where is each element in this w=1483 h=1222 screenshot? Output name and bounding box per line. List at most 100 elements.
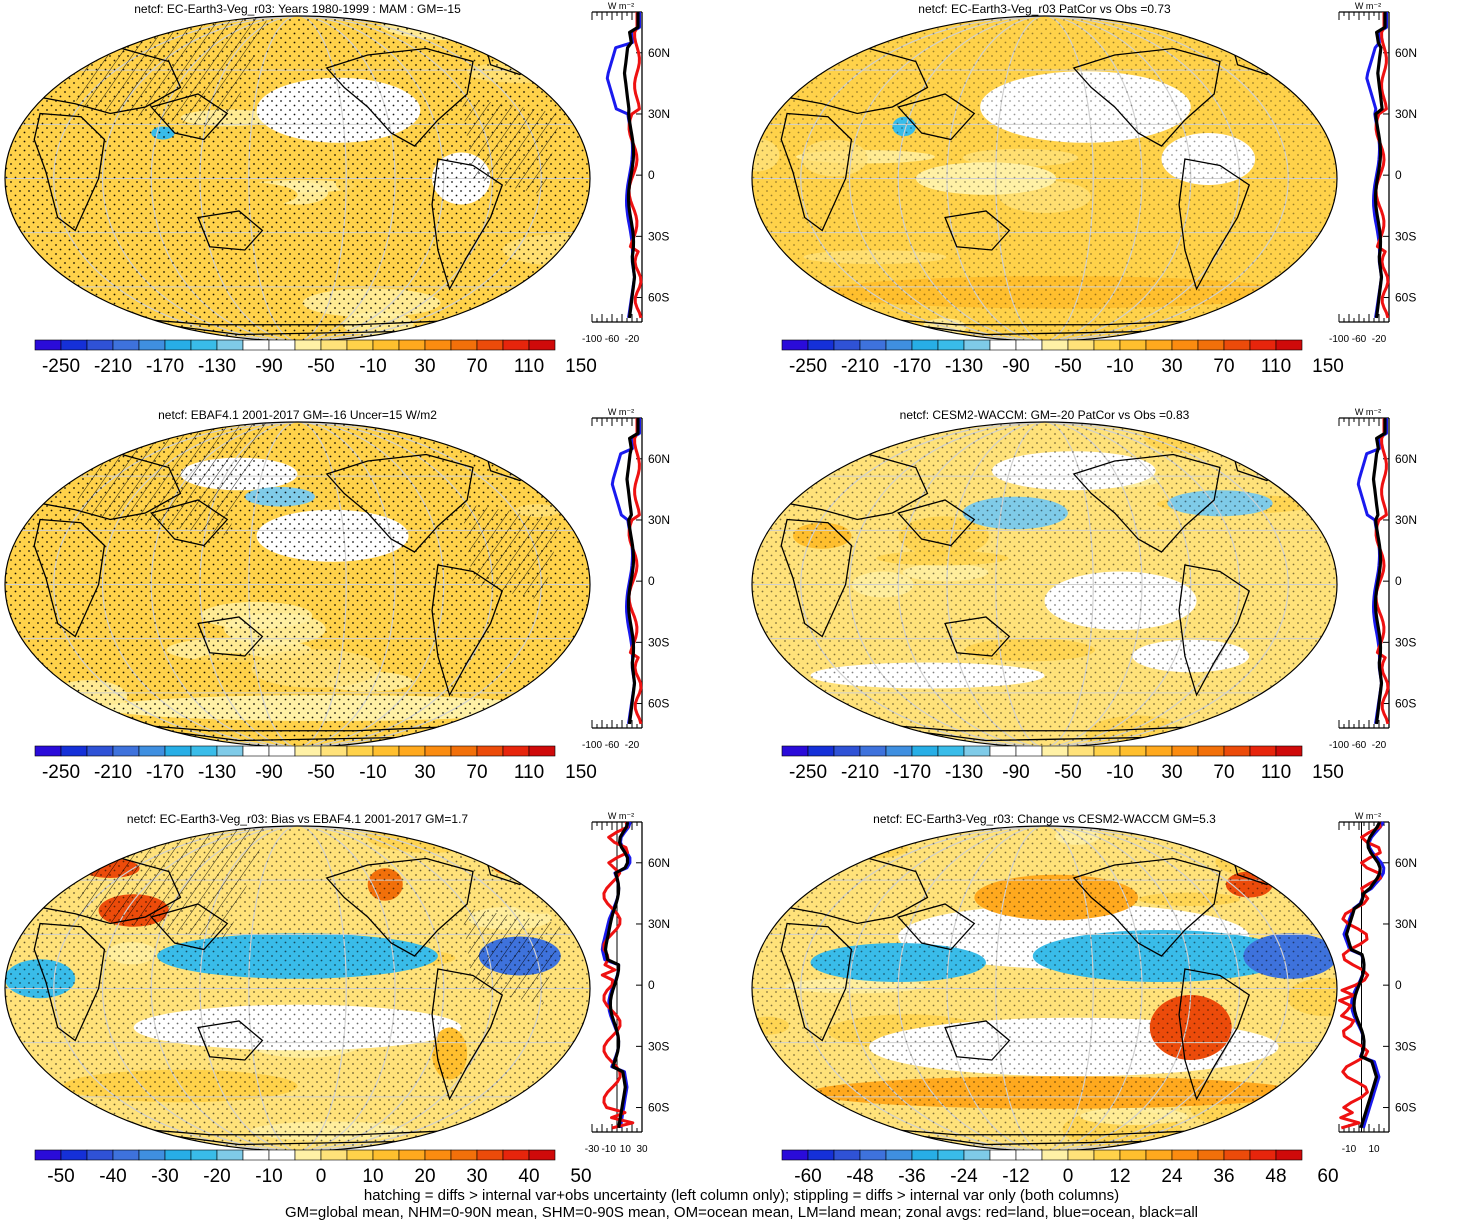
profile-all-curve: [1344, 821, 1382, 1129]
map-field: [752, 422, 1337, 747]
colorbar-tick-label: 30: [1161, 762, 1182, 783]
profile-unit-label: W m⁻²: [608, 407, 634, 417]
coastline: [944, 210, 1011, 251]
colorbar-swatch: [1119, 339, 1147, 351]
colorbar-swatch: [528, 1149, 556, 1161]
map-hatching: [461, 97, 561, 195]
profile-land-curve: [600, 821, 635, 1130]
colorbar-swatch: [937, 1149, 965, 1161]
profile-lat-label: 30S: [648, 1039, 669, 1053]
colorbar-tick-label: -250: [42, 356, 80, 377]
colorbar-swatch: [34, 339, 62, 351]
map-field-patch: [1295, 471, 1337, 501]
profile-lat-label: 30S: [648, 229, 669, 243]
colorbar-swatch: [1145, 745, 1173, 757]
coastline: [197, 210, 264, 251]
colorbar-swatch: [34, 1149, 62, 1161]
profile-x-tick-label: -100: [1329, 740, 1349, 751]
map-field-patch: [9, 839, 50, 852]
profile-x-tick-label: -60: [1352, 740, 1367, 751]
colorbar-swatch: [885, 745, 913, 757]
colorbar-tick-label: -170: [146, 356, 184, 377]
colorbar-swatch: [859, 1149, 887, 1161]
colorbar: -250 -210 -170 -130 -90 -50 -10 30 70 110 150: [34, 745, 597, 783]
colorbar-swatch: [242, 745, 270, 757]
colorbar-swatch: [1041, 1149, 1069, 1161]
colorbar-swatch: [372, 1149, 400, 1161]
colorbar-swatch: [112, 745, 140, 757]
colorbar-swatch: [242, 1149, 270, 1161]
colorbar-swatch: [1015, 745, 1043, 757]
profile-lat-label: 60N: [1395, 46, 1417, 60]
colorbar-tick-label: -10: [1106, 762, 1133, 783]
coastline: [33, 112, 106, 232]
colorbar-swatch: [1275, 745, 1303, 757]
colorbar-swatch: [885, 1149, 913, 1161]
panel-title: netcf: EC-Earth3-Veg_r03: Years 1980-199…: [134, 2, 461, 16]
colorbar-swatch: [1145, 1149, 1173, 1161]
colorbar-tick-label: -210: [94, 356, 132, 377]
profile-lat-label: 30S: [1395, 229, 1416, 243]
map-panel-5: netcf: EC-Earth3-Veg_r03: Bias vs EBAF4.…: [4, 812, 592, 1187]
colorbar-swatch: [112, 339, 140, 351]
colorbar-swatch: [937, 339, 965, 351]
colorbar-tick-label: -48: [846, 1166, 873, 1187]
colorbar-swatch: [346, 339, 374, 351]
colorbar-swatch: [164, 339, 192, 351]
coastline: [431, 158, 504, 291]
colorbar-swatch: [372, 339, 400, 351]
colorbar-swatch: [138, 339, 166, 351]
colorbar-tick-label: -30: [151, 1166, 178, 1187]
colorbar-swatch: [34, 745, 62, 757]
map-panel-2: netcf: EC-Earth3-Veg_r03 PatCor vs Obs =…: [751, 2, 1344, 377]
colorbar-tick-label: -50: [47, 1166, 74, 1187]
coastline: [944, 1020, 1011, 1061]
colorbar-swatch: [833, 1149, 861, 1161]
zonal-profile-3: W m⁻² 60N 30N 0 30S 60S -100 -60 -20: [582, 407, 670, 751]
colorbar-swatch: [216, 339, 244, 351]
colorbar-swatch: [424, 745, 452, 757]
colorbar: -250 -210 -170 -130 -90 -50 -10 30 70 110 150: [34, 339, 597, 377]
coastline: [431, 968, 504, 1101]
panel-title: netcf: EC-Earth3-Veg_r03: Bias vs EBAF4.…: [127, 812, 469, 826]
profile-x-tick-label: 10: [1368, 1144, 1380, 1155]
colorbar-swatch: [86, 1149, 114, 1161]
coastline: [150, 93, 229, 141]
profile-lat-label: 30S: [1395, 1039, 1416, 1053]
colorbar-tick-label: 48: [1265, 1166, 1286, 1187]
profile-lat-label: 0: [648, 574, 655, 588]
coastline: [897, 499, 976, 547]
profile-lat-label: 0: [1395, 978, 1402, 992]
colorbar-tick-label: 12: [1109, 1166, 1130, 1187]
colorbar-tick-label: -130: [198, 762, 236, 783]
colorbar-tick-label: -130: [945, 356, 983, 377]
colorbar-swatch: [781, 745, 809, 757]
colorbar-swatch: [1119, 745, 1147, 757]
coastline: [780, 112, 853, 232]
colorbar: -60 -48 -36 -24 -12 0 12 24 36 48 60: [781, 1149, 1339, 1187]
colorbar-swatch: [963, 745, 991, 757]
colorbar: -250 -210 -170 -130 -90 -50 -10 30 70 110 150: [781, 339, 1344, 377]
colorbar-swatch: [138, 745, 166, 757]
profile-all-curve: [625, 418, 640, 725]
colorbar-swatch: [346, 745, 374, 757]
colorbar-tick-label: -40: [99, 1166, 126, 1187]
colorbar-tick-label: 24: [1161, 1166, 1183, 1187]
colorbar-swatch: [502, 339, 530, 351]
profile-lat-label: 30S: [1395, 635, 1416, 649]
panel-title: netcf: CESM2-WACCM: GM=-20 PatCor vs Obs…: [900, 408, 1190, 422]
coastline: [780, 518, 853, 638]
map-field-patch: [794, 838, 848, 857]
colorbar-swatch: [424, 1149, 452, 1161]
colorbar-tick-label: -250: [42, 762, 80, 783]
profile-lat-label: 60S: [1395, 1101, 1416, 1115]
coastline: [325, 857, 474, 957]
coastline: [150, 499, 229, 547]
map-field-patch: [1243, 830, 1297, 870]
colorbar-swatch: [1093, 339, 1121, 351]
colorbar-swatch: [216, 745, 244, 757]
colorbar-tick-label: -10: [1106, 356, 1133, 377]
colorbar-tick-label: 0: [316, 1166, 327, 1187]
profile-x-tick-label: -60: [605, 334, 620, 345]
map-panel-3: netcf: EBAF4.1 2001-2017 GM=-16 Uncer=15…: [4, 408, 597, 783]
